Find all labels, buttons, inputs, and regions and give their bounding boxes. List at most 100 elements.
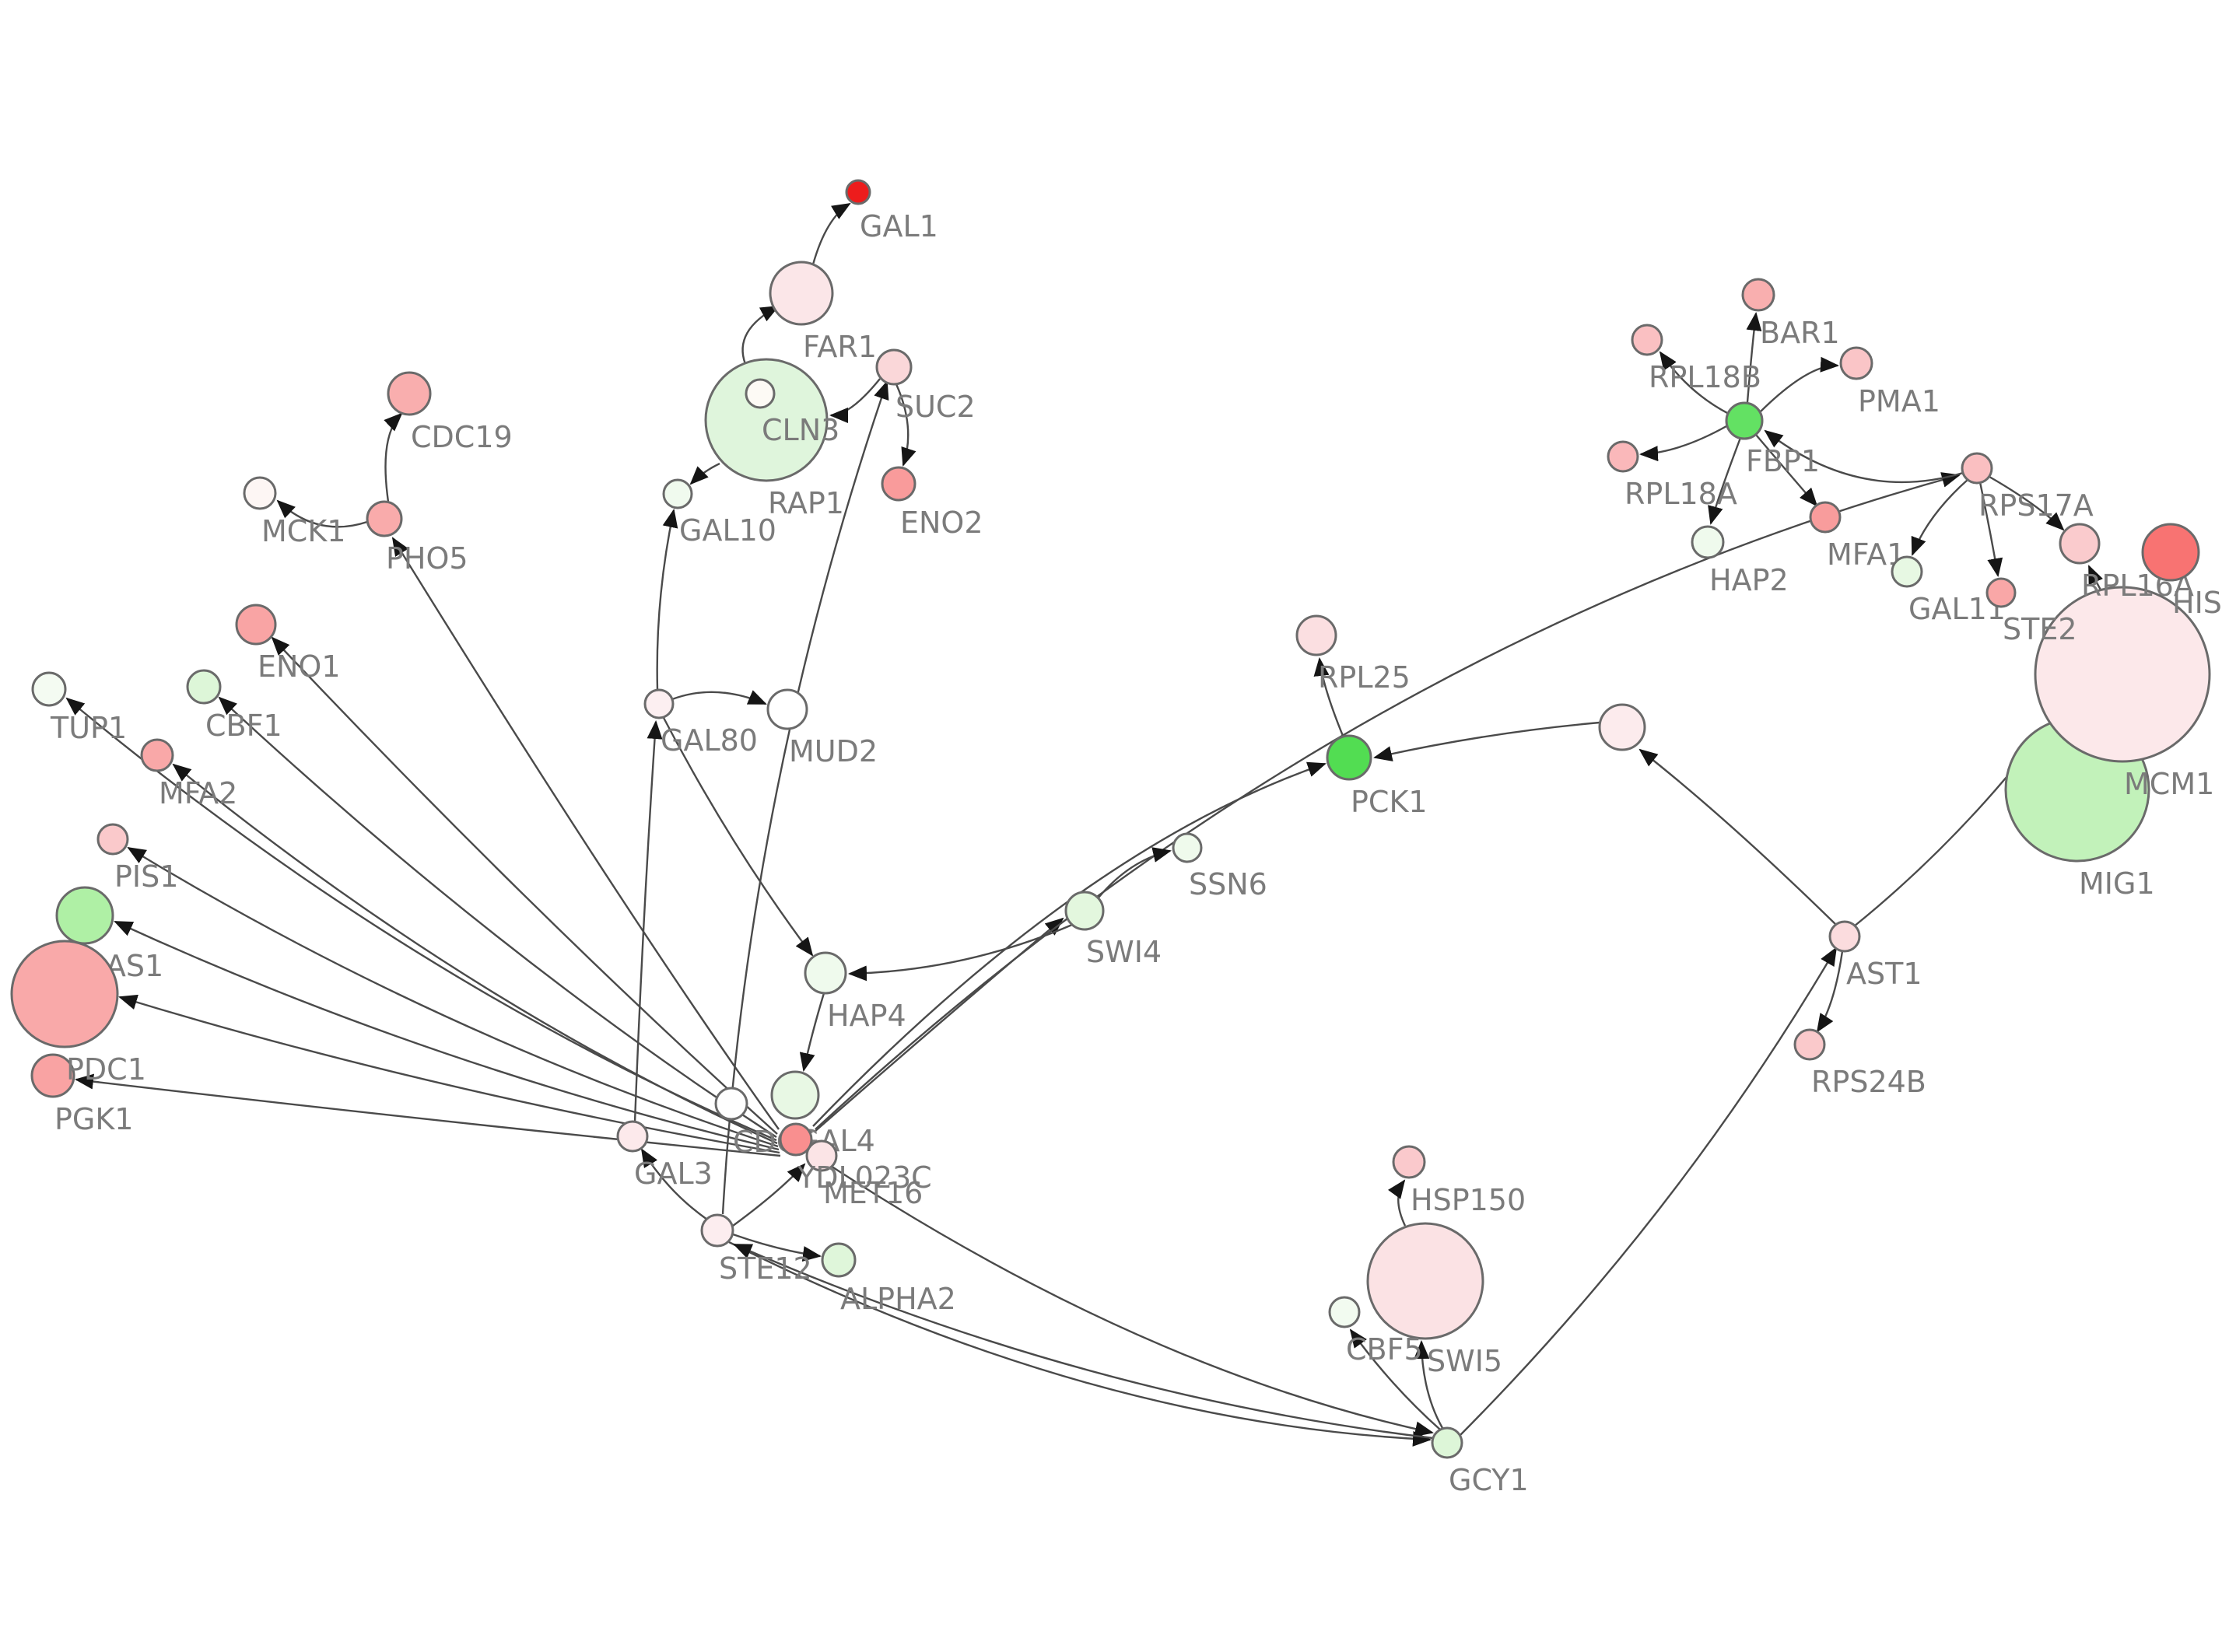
edge-FBP1-BAR1[interactable] xyxy=(1746,312,1762,403)
edge-GCY1-SWI5[interactable] xyxy=(1414,1340,1444,1429)
edge-HAP4-GAL4[interactable] xyxy=(799,992,825,1072)
node-CBF5[interactable] xyxy=(1328,1296,1361,1328)
node-AST1[interactable] xyxy=(1828,920,1861,953)
node-HIS4[interactable] xyxy=(2141,523,2200,582)
node-STE2[interactable] xyxy=(1985,577,2017,608)
node-SUC2[interactable] xyxy=(875,348,913,386)
node-RPL25[interactable] xyxy=(1295,614,1337,656)
edge-GAL80-GAL10[interactable] xyxy=(656,509,678,691)
node-MFA2[interactable] xyxy=(140,738,174,772)
edge-PHO5-MCK1[interactable] xyxy=(276,499,368,528)
node-MCM1[interactable] xyxy=(2034,586,2211,763)
node-RPL18A[interactable] xyxy=(1607,440,1639,473)
edge-FBP1-HAP2[interactable] xyxy=(1708,437,1742,525)
node-GAL80[interactable] xyxy=(643,688,675,719)
edge-RAP1-FAR1[interactable] xyxy=(741,305,780,365)
node-RAP1[interactable] xyxy=(704,358,829,482)
node-SWI5[interactable] xyxy=(1366,1222,1484,1340)
edge-GCY1-STE12[interactable] xyxy=(733,1243,1434,1440)
edge-STE12-MET16[interactable] xyxy=(732,1163,806,1227)
edge-GCY1-CBF5[interactable] xyxy=(1349,1328,1441,1430)
node-SSN6[interactable] xyxy=(1172,832,1203,863)
edge-RPS17A-FBP1[interactable] xyxy=(1764,429,1964,484)
node-CDC19[interactable] xyxy=(387,371,432,416)
edge-FAR1-GAL1[interactable] xyxy=(811,202,851,265)
edge-SUC2-RAP1[interactable] xyxy=(829,378,881,423)
node-PHO5[interactable] xyxy=(366,500,403,537)
node-YDL023C[interactable] xyxy=(779,1122,813,1157)
node-PIS1[interactable] xyxy=(96,823,129,856)
node-TUP1[interactable] xyxy=(31,671,67,707)
edge-FBP1-RPL18B[interactable] xyxy=(1659,351,1730,415)
node-MFA1[interactable] xyxy=(1809,501,1842,534)
node-SWI4[interactable] xyxy=(1064,891,1105,931)
node-GAL3[interactable] xyxy=(616,1120,649,1153)
node-GAL4[interactable] xyxy=(770,1070,820,1120)
node-CLN3[interactable] xyxy=(745,378,776,409)
edge-GAL80-HAP4[interactable] xyxy=(661,716,814,957)
edge-SWI4-SSN6[interactable] xyxy=(1098,847,1172,898)
edge-SWI5-HSP150[interactable] xyxy=(1387,1179,1407,1227)
node-RPS24B[interactable] xyxy=(1793,1028,1826,1061)
node-MUD2[interactable] xyxy=(766,688,808,730)
node-HAP4[interactable] xyxy=(804,951,847,995)
edge-YDL023C-MFA2[interactable] xyxy=(172,763,778,1145)
node-RPL18B[interactable] xyxy=(1631,324,1663,356)
edge-GAL80-MUD2[interactable] xyxy=(671,690,767,705)
node-ENO1[interactable] xyxy=(235,604,277,646)
edge-STE12-ALPHA2[interactable] xyxy=(732,1233,822,1262)
edge-YDL023C-ENO1[interactable] xyxy=(271,636,778,1135)
node-MCK1[interactable] xyxy=(243,476,277,510)
node-MET16[interactable] xyxy=(805,1139,838,1172)
edge-YDL023C-SWI4[interactable] xyxy=(814,917,1064,1132)
node-ALPHA2[interactable] xyxy=(821,1242,857,1278)
edge-PHO5-CDC19[interactable] xyxy=(384,412,403,502)
edge-YDL023C-PDC1[interactable] xyxy=(118,994,780,1154)
edge-STE12-GAL3[interactable] xyxy=(640,1148,708,1220)
edge-YDL023C-PCK1[interactable] xyxy=(812,761,1327,1127)
node-RAS1[interactable] xyxy=(55,886,114,945)
edge-YDL023C-TUP1[interactable] xyxy=(65,697,777,1142)
node-RPS17A[interactable] xyxy=(1961,452,1993,485)
edge-GCY1-AST1[interactable] xyxy=(1459,947,1838,1437)
node-BAR1[interactable] xyxy=(1741,278,1775,312)
edge-STE12-GCY1[interactable] xyxy=(728,1241,1432,1447)
edge-unlabeled-PCK1[interactable] xyxy=(1373,721,1600,761)
node-GCY1[interactable] xyxy=(1431,1426,1463,1459)
edge-RPS17A-RPL16A[interactable] xyxy=(1989,475,2065,531)
node-RPL16A[interactable] xyxy=(2059,523,2101,565)
edge-YDL023C-GCY1[interactable] xyxy=(810,1152,1434,1437)
edge-GAL3-GAL80[interactable] xyxy=(633,720,663,1123)
edge-YDL023C-PHO5[interactable] xyxy=(391,537,780,1130)
edge-FBP1-MFA1[interactable] xyxy=(1755,434,1818,507)
node-CBF1[interactable] xyxy=(186,669,222,705)
node-STE12[interactable] xyxy=(700,1213,734,1248)
edge-AST1-RPS24B[interactable] xyxy=(1816,950,1844,1033)
node-PDC1[interactable] xyxy=(10,940,119,1048)
edge-SWI4-HAP4[interactable] xyxy=(848,923,1073,982)
edge-RAP1-GAL10[interactable] xyxy=(689,462,720,485)
node-PGK1[interactable] xyxy=(30,1053,75,1098)
node-FAR1[interactable] xyxy=(769,261,834,326)
edge-SUC2-ENO2[interactable] xyxy=(895,383,916,467)
node-ENO2[interactable] xyxy=(881,466,916,502)
node-CDC6[interactable] xyxy=(714,1087,748,1121)
node-unlabeled[interactable] xyxy=(1598,703,1646,751)
node-HAP2[interactable] xyxy=(1691,525,1725,559)
node-PMA1[interactable] xyxy=(1839,346,1873,380)
node-GAL1[interactable] xyxy=(845,179,871,205)
node-HSP150[interactable] xyxy=(1392,1145,1426,1179)
edge-YDL023C-RPS17A[interactable] xyxy=(815,472,1961,1130)
edge-PCK1-RPL25[interactable] xyxy=(1313,657,1344,737)
edge-FBP1-RPL18A[interactable] xyxy=(1639,425,1727,462)
node-GAL11[interactable] xyxy=(1891,555,1923,588)
edge-YDL023C-RAS1[interactable] xyxy=(114,920,780,1151)
edge-RPS17A-STE2[interactable] xyxy=(1978,481,2003,577)
edge-FBP1-PMA1[interactable] xyxy=(1760,356,1839,412)
node-PCK1[interactable] xyxy=(1326,734,1372,781)
edge-RPS17A-GAL11[interactable] xyxy=(1911,478,1969,556)
edge-YDL023C-PIS1[interactable] xyxy=(127,846,779,1148)
node-FBP1[interactable] xyxy=(1725,401,1764,440)
edge-AST1-unlabeled[interactable] xyxy=(1638,748,1838,926)
